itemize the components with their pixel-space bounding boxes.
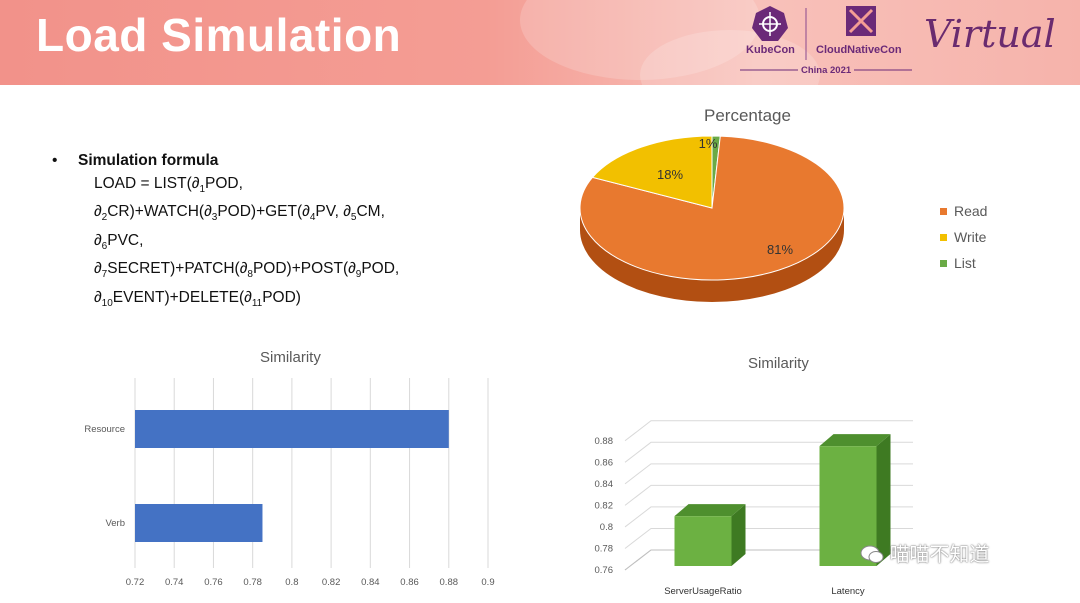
column-chart-title: Similarity (748, 355, 809, 372)
virtual-label: Virtual (924, 12, 1056, 56)
slide-header: Load Simulation KubeCon CloudNativeCon C… (0, 0, 1080, 85)
column-tick-label: 0.86 (595, 457, 614, 468)
pie-slice-write (591, 135, 713, 209)
hbar-tick-label: 0.76 (204, 577, 223, 588)
legend-label: List (954, 255, 976, 271)
column-tick-label: 0.8 (600, 522, 613, 533)
pie-data-label: 1% (699, 136, 718, 151)
column-side-latency (876, 434, 891, 566)
hbar-category-label: Verb (105, 518, 125, 529)
column-tick-label: 0.76 (595, 565, 614, 576)
kubecon-label: KubeCon (746, 44, 795, 56)
formula-text: POD)+GET(∂ (217, 203, 310, 221)
formula-text: EVENT)+DELETE(∂ (112, 288, 252, 306)
column-top-serverusageratio (674, 504, 746, 517)
wechat-icon (860, 544, 884, 564)
legend-swatch (940, 259, 947, 267)
legend-item: Write (940, 224, 987, 250)
hbar-category-label: Resource (84, 424, 125, 435)
pie-chart-title: Percentage (704, 106, 791, 125)
hbar-chart: 0.72 0.74 0.76 0.78 0.8 0.82 0.84 0.86 0.88 0.9 Re… (84, 378, 495, 588)
formula-line: ∂10EVENT)+DELETE(∂11POD) (94, 287, 399, 316)
formula-text: ∂ (94, 288, 102, 306)
pie-legend: Read Write List (940, 198, 987, 276)
formula-text: SECRET)+PATCH(∂ (107, 260, 248, 278)
legend-item: Read (940, 198, 987, 224)
formula-line: ∂6PVC, (94, 230, 399, 259)
formula-text: ∂ (94, 231, 102, 249)
formula-text: PV, ∂ (315, 203, 351, 221)
formula-text: POD, (361, 260, 400, 278)
column-side-serverusageratio (731, 504, 746, 566)
column-category-label: ServerUsageRatio (664, 586, 742, 597)
formula-line: LOAD = LIST(∂1POD, (94, 173, 399, 202)
hbar-tick-label: 0.88 (440, 577, 459, 588)
hbar-tick-label: 0.9 (481, 577, 494, 588)
formula-lines: LOAD = LIST(∂1POD, ∂2CR)+WATCH(∂3POD)+GET… (94, 173, 399, 316)
legend-swatch (940, 233, 947, 241)
column-gridline (624, 420, 913, 442)
legend-label: Write (954, 229, 987, 245)
pie-side (580, 208, 844, 302)
column-chart: 0.76 0.78 0.8 0.82 0.84 0.86 0.88 ServerUsageRa… (595, 420, 913, 597)
formula-subscript: 3 (211, 212, 218, 224)
formula-subscript: 9 (355, 269, 362, 281)
kubecon-logo-icon (740, 6, 912, 71)
formula-text: ∂ (94, 203, 102, 221)
formula-text: POD)+POST(∂ (252, 260, 356, 278)
formula-subscript: 8 (247, 269, 253, 281)
formula-line: ∂2CR)+WATCH(∂3POD)+GET(∂4PV, ∂5CM, (94, 201, 399, 230)
formula-text: POD) (262, 288, 301, 306)
watermark-text: 喵喵不知道 (889, 544, 990, 566)
hbar-tick-label: 0.78 (243, 577, 262, 588)
formula-subscript: 2 (101, 212, 108, 224)
hbar-chart-title: Similarity (260, 349, 321, 366)
formula-text: LOAD = LIST(∂ (94, 174, 200, 192)
formula-subscript: 7 (101, 269, 108, 281)
formula-text: CM, (356, 203, 385, 221)
hbar-bar-verb (135, 504, 263, 542)
column-bar-serverusageratio (674, 516, 732, 566)
slide-title: Load Simulation (36, 9, 402, 61)
column-tick-label: 0.82 (595, 500, 614, 511)
conference-logo: KubeCon CloudNativeCon China 2021 (738, 4, 914, 80)
bullet-dot-icon: • (52, 152, 58, 169)
cloudnativecon-label: CloudNativeCon (816, 44, 902, 56)
legend-label: Read (954, 203, 988, 219)
formula-subscript: 5 (350, 212, 357, 224)
hbar-tick-label: 0.8 (285, 577, 298, 588)
formula-subscript: 11 (251, 297, 263, 309)
watermark: 喵喵不知道 (860, 538, 990, 567)
event-label: China 2021 (801, 65, 852, 76)
hbar-tick-label: 0.82 (322, 577, 341, 588)
bullet-heading: • Simulation formula (52, 150, 399, 173)
hbar-tick-label: 0.84 (361, 577, 380, 588)
legend-swatch (940, 207, 947, 215)
hbar-tick-label: 0.72 (126, 577, 145, 588)
column-category-label: Latency (831, 586, 865, 597)
hbar-bar-resource (135, 410, 449, 448)
simulation-formula: • Simulation formula LOAD = LIST(∂1POD, ∂2… (52, 150, 399, 315)
column-tick-label: 0.84 (595, 479, 614, 490)
formula-text: PVC, (107, 231, 144, 249)
legend-item: List (940, 250, 987, 276)
pie-data-label: 81% (767, 242, 793, 257)
formula-text: CR)+WATCH(∂ (107, 203, 212, 221)
hbar-tick-label: 0.74 (165, 577, 184, 588)
formula-text: ∂ (94, 260, 102, 278)
formula-subscript: 10 (101, 297, 113, 309)
column-top-latency (819, 434, 891, 447)
formula-subscript: 1 (199, 183, 205, 195)
formula-subscript: 6 (101, 240, 108, 252)
pie-chart: 81% 18% 1% (579, 135, 845, 302)
bullet-title: Simulation formula (78, 152, 219, 169)
formula-line: ∂7SECRET)+PATCH(∂8POD)+POST(∂9POD, (94, 258, 399, 287)
formula-text: POD, (205, 174, 243, 192)
hbar-tick-label: 0.86 (400, 577, 419, 588)
column-tick-label: 0.78 (595, 543, 614, 554)
pie-data-label: 18% (657, 167, 683, 182)
formula-subscript: 4 (309, 212, 316, 224)
column-tick-label: 0.88 (595, 436, 614, 447)
